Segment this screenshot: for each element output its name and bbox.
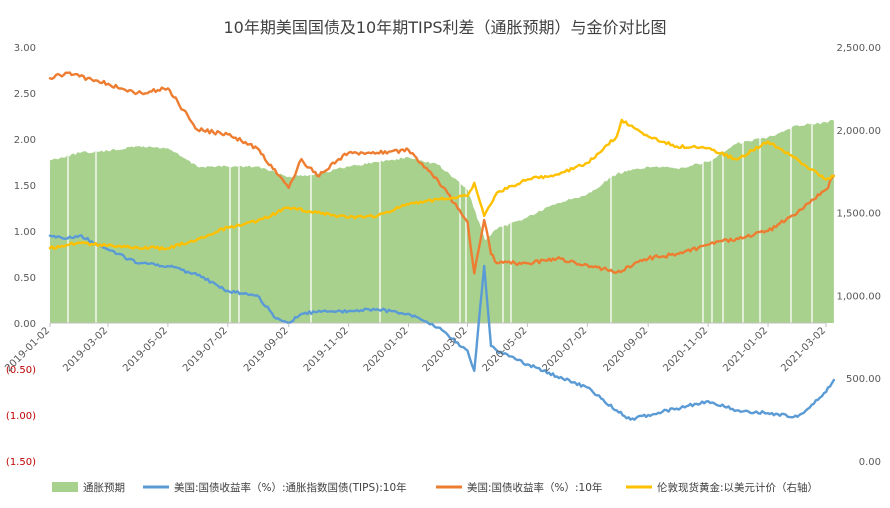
legend-label-3: 伦敦现货黄金:以美元计价（右轴） (657, 481, 818, 494)
left-tick-label-5: 0.50 (14, 273, 36, 284)
left-tick-label-0: 3.00 (14, 43, 36, 54)
legend-label-0: 通胀预期 (83, 482, 125, 494)
x-tick-label-9: 2020-07-02 (541, 325, 590, 374)
right-tick-label-4: 500.00 (846, 374, 881, 385)
x-tick-label-12: 2021-01-02 (721, 325, 770, 374)
left-tick-label-2: 2.00 (14, 135, 36, 146)
right-tick-label-0: 2,500.00 (836, 43, 881, 54)
left-tick-label-3: 1.50 (14, 181, 36, 192)
x-tick-label-5: 2019-11-02 (302, 325, 351, 374)
legend-label-1: 美国:国债收益率（%）:通胀指数国债(TIPS):10年 (174, 481, 407, 494)
right-tick-label-2: 1,500.00 (836, 209, 881, 220)
inflation-area-layer (50, 107, 834, 323)
x-tick-label-1: 2019-03-02 (61, 325, 110, 374)
right-tick-label-3: 1,000.00 (836, 291, 881, 302)
x-tick-label-10: 2020-09-02 (601, 325, 650, 374)
left-tick-label-1: 2.50 (14, 89, 36, 100)
right-tick-label-5: 0.00 (859, 457, 881, 468)
right-tick-label-1: 2,000.00 (836, 126, 881, 137)
left-tick-label-9: (1.50) (6, 457, 36, 468)
x-tick-label-4: 2019-09-02 (242, 325, 291, 374)
legend-label-2: 美国:国债收益率（%）:10年 (467, 481, 602, 494)
x-tick-label-8: 2020-05-02 (481, 325, 530, 374)
x-axis-ticks: 2019-01-02 2019-03-02 2019-05-02 2019-07-02… (3, 323, 828, 374)
left-tick-label-4: 1.00 (14, 227, 36, 238)
left-axis-ticks: 3.002.502.001.501.000.500.00(0.50)(1.00)… (6, 43, 36, 468)
left-tick-label-6: 0.00 (14, 319, 36, 330)
x-tick-label-2: 2019-05-02 (121, 325, 170, 374)
legend-swatch-0 (52, 482, 78, 492)
inflation-area (50, 120, 834, 323)
x-tick-label-3: 2019-07-02 (181, 325, 230, 374)
x-tick-label-6: 2020-01-02 (362, 325, 411, 374)
left-tick-label-8: (1.00) (6, 411, 36, 422)
chart-title: 10年期美国国债及10年期TIPS利差（通胀预期）与金价对比图 (223, 18, 666, 37)
x-tick-label-11: 2020-11-02 (661, 325, 710, 374)
right-axis-ticks: 2,500.00 2,000.00 1,500.00 1,000.00 500.00 0.… (836, 43, 881, 468)
legend: 通胀预期 美国:国债收益率（%）:通胀指数国债(TIPS):10年 美国:国债收益率… (52, 481, 818, 494)
x-tick-label-13: 2021-03-02 (779, 325, 828, 374)
